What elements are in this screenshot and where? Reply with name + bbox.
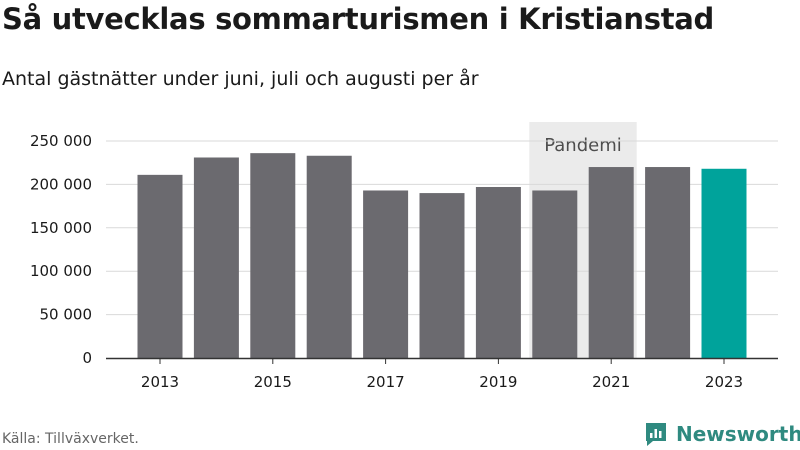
x-tick-label: 2019 — [479, 373, 517, 391]
newsworthy-logo-text: Newsworthy — [676, 422, 800, 446]
y-tick-label: 200 000 — [30, 175, 92, 193]
newsworthy-logo-icon — [646, 423, 666, 446]
bar-2017 — [363, 190, 409, 358]
y-tick-label: 150 000 — [30, 219, 92, 237]
bar-2020 — [532, 190, 578, 358]
x-tick-label: 2021 — [592, 373, 630, 391]
bar-2019 — [475, 187, 521, 358]
y-tick-label: 0 — [82, 349, 92, 367]
bar-2023 — [701, 168, 747, 358]
bar-2013 — [137, 174, 183, 358]
pandemic-band-label: Pandemi — [544, 135, 622, 156]
y-tick-label: 100 000 — [30, 262, 92, 280]
x-tick-label: 2013 — [141, 373, 179, 391]
bar-2022 — [645, 167, 691, 358]
bar-2016 — [306, 155, 352, 358]
x-tick-label: 2015 — [254, 373, 292, 391]
x-tick-label: 2023 — [705, 373, 743, 391]
newsworthy-logo: Newsworthy — [644, 421, 800, 447]
source-note: Källa: Tillväxverket. — [2, 431, 139, 447]
x-tick-label: 2017 — [367, 373, 405, 391]
chart-title: Så utvecklas sommarturismen i Kristianst… — [2, 2, 714, 36]
bar-2021 — [588, 167, 634, 358]
bar-2014 — [193, 157, 239, 358]
bar-2015 — [250, 153, 296, 358]
y-tick-label: 50 000 — [40, 306, 93, 324]
bar-2018 — [419, 193, 465, 358]
y-tick-label: 250 000 — [30, 132, 92, 150]
chart-subtitle: Antal gästnätter under juni, juli och au… — [2, 68, 479, 90]
